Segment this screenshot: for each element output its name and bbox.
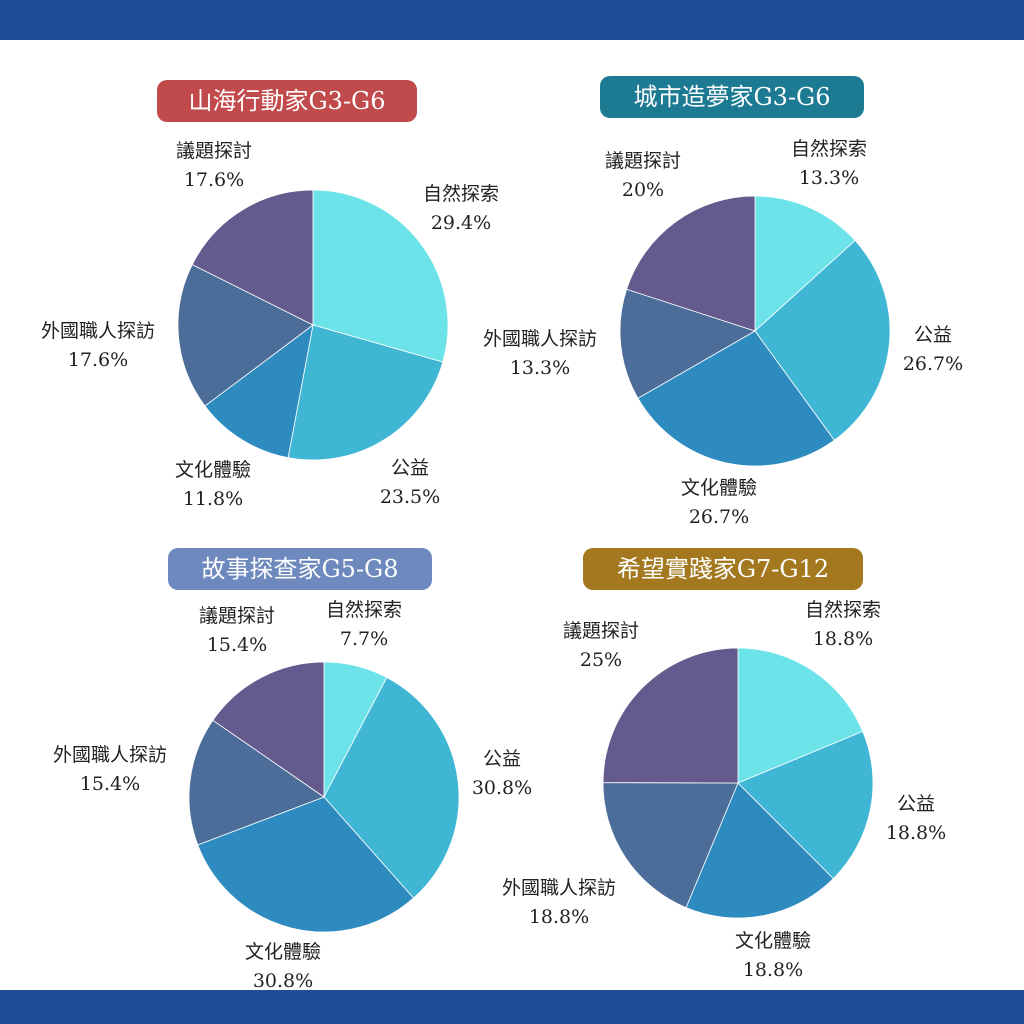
pie-slice-public-welfare — [754, 239, 891, 441]
pie-slice-nature — [312, 189, 449, 363]
slice-value: 17.6% — [183, 169, 245, 191]
slice-label-1-0: 自然探索 13.3% — [791, 135, 867, 193]
slice-label-0-4: 議題探討 17.6% — [176, 137, 252, 195]
slice-name: 自然探索 — [325, 599, 403, 621]
pie-slice-nature — [754, 195, 856, 332]
slice-value: 23.5% — [379, 486, 441, 508]
slice-label-1-2: 文化體驗 26.7% — [681, 474, 757, 532]
slice-label-0-2: 文化體驗 11.8% — [175, 456, 251, 514]
slice-label-3-1: 公益 18.8% — [886, 790, 946, 848]
pie-chart-1 — [619, 195, 891, 467]
slice-value: 18.8% — [812, 628, 874, 650]
pie-chart-0 — [177, 189, 449, 461]
slice-name: 外國職人探訪 — [482, 328, 598, 350]
pie-slice-issue-discussion — [602, 647, 739, 784]
slice-value: 29.4% — [430, 212, 492, 234]
pie-slice-culture — [685, 782, 834, 919]
pie-slice-public-welfare — [737, 730, 874, 880]
slice-name: 議題探討 — [175, 140, 253, 162]
slice-value: 17.6% — [67, 349, 129, 371]
slice-value: 26.7% — [688, 506, 750, 528]
slice-value: 18.8% — [528, 906, 590, 928]
slice-label-0-1: 公益 23.5% — [380, 454, 440, 512]
pie-chart-3 — [602, 647, 874, 919]
pie-slice-foreign-professional — [602, 782, 739, 909]
slice-name: 公益 — [913, 324, 953, 346]
slice-name: 文化體驗 — [680, 477, 758, 499]
slice-label-0-3: 外國職人探訪 17.6% — [41, 317, 155, 375]
slice-value: 25% — [579, 649, 623, 671]
slice-name: 外國職人探訪 — [501, 877, 617, 899]
slice-label-3-2: 文化體驗 18.8% — [735, 927, 811, 985]
pie-slice-issue-discussion — [626, 195, 756, 332]
pie-slice-foreign-professional — [619, 288, 756, 399]
slice-value: 7.7% — [339, 628, 389, 650]
slice-label-1-3: 外國職人探訪 13.3% — [483, 325, 597, 383]
slice-label-3-0: 自然探索 18.8% — [805, 596, 881, 654]
slice-label-1-1: 公益 26.7% — [903, 321, 963, 379]
slice-label-2-4: 議題探討 15.4% — [199, 602, 275, 660]
slice-label-3-4: 議題探討 25% — [563, 617, 639, 675]
pie-slice-culture — [204, 324, 314, 459]
slice-name: 公益 — [390, 457, 430, 479]
pie-slice-issue-discussion — [212, 661, 325, 798]
pie-slice-issue-discussion — [191, 189, 314, 326]
slice-name: 議題探討 — [562, 620, 640, 642]
bottom-band — [0, 990, 1024, 1024]
slice-value: 13.3% — [798, 167, 860, 189]
slice-label-2-1: 公益 30.8% — [472, 745, 532, 803]
slice-label-2-0: 自然探索 7.7% — [326, 596, 402, 654]
slice-name: 外國職人探訪 — [40, 320, 156, 342]
slice-value: 15.4% — [206, 634, 268, 656]
slice-value: 30.8% — [471, 777, 533, 799]
chart-title-2: 故事探查家G5-G8 — [168, 548, 432, 590]
slice-label-0-0: 自然探索 29.4% — [423, 180, 499, 238]
pie-slice-foreign-professional — [188, 719, 325, 846]
slice-name: 自然探索 — [422, 183, 500, 205]
slice-name: 自然探索 — [790, 138, 868, 160]
slice-value: 30.8% — [252, 970, 314, 992]
slice-label-2-3: 外國職人探訪 15.4% — [53, 741, 167, 799]
slice-name: 議題探討 — [198, 605, 276, 627]
pie-slice-public-welfare — [287, 324, 444, 461]
chart-title-0: 山海行動家G3-G6 — [157, 80, 417, 122]
top-band — [0, 0, 1024, 40]
slice-name: 文化體驗 — [244, 941, 322, 963]
slice-value: 20% — [621, 179, 665, 201]
pie-slice-nature — [737, 647, 864, 784]
slice-value: 15.4% — [79, 773, 141, 795]
chart-title-3: 希望實踐家G7-G12 — [583, 548, 863, 590]
slice-value: 18.8% — [885, 822, 947, 844]
slice-label-1-4: 議題探討 20% — [605, 147, 681, 205]
slice-value: 26.7% — [902, 353, 964, 375]
slice-label-2-2: 文化體驗 30.8% — [245, 938, 321, 996]
pie-slice-culture — [637, 330, 835, 467]
slice-name: 公益 — [896, 793, 936, 815]
pie-slice-culture — [197, 796, 415, 933]
slice-name: 自然探索 — [804, 599, 882, 621]
pie-chart-2 — [188, 661, 460, 933]
slice-name: 外國職人探訪 — [52, 744, 168, 766]
slice-value: 11.8% — [182, 488, 244, 510]
slice-name: 議題探討 — [604, 150, 682, 172]
slice-name: 文化體驗 — [174, 459, 252, 481]
slice-name: 公益 — [482, 748, 522, 770]
chart-title-1: 城市造夢家G3-G6 — [600, 76, 864, 118]
slice-value: 13.3% — [509, 357, 571, 379]
slice-value: 18.8% — [742, 959, 804, 981]
slice-label-3-3: 外國職人探訪 18.8% — [502, 874, 616, 932]
pie-slice-foreign-professional — [177, 264, 314, 407]
slice-name: 文化體驗 — [734, 930, 812, 952]
pie-slice-public-welfare — [323, 676, 460, 899]
